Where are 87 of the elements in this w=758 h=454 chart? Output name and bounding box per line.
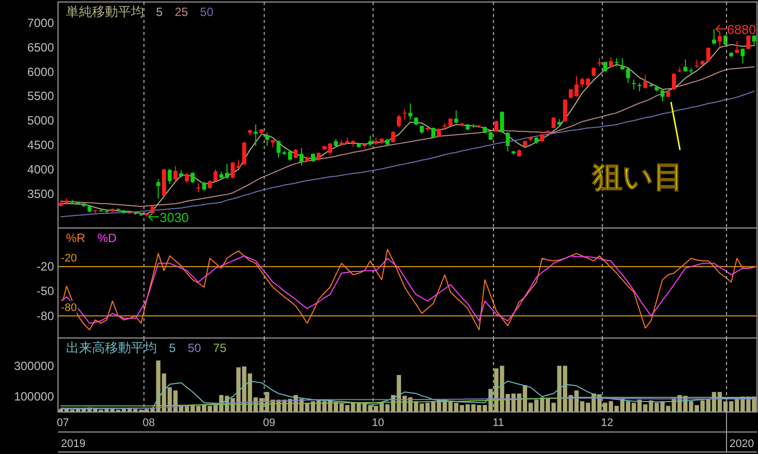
annotation: 狙い目 <box>592 161 684 194</box>
candlestick <box>494 120 498 132</box>
x-tick-label: 12 <box>601 417 614 429</box>
candlestick <box>368 135 372 147</box>
candlestick <box>638 82 642 92</box>
candlestick <box>672 72 676 90</box>
y-tick-label: 3500 <box>27 186 54 201</box>
annotation: 6880 <box>727 22 756 37</box>
y-tick-label: 7000 <box>27 16 54 30</box>
candlestick <box>254 124 258 146</box>
line-series <box>60 380 755 410</box>
candlestick <box>746 34 750 50</box>
line-series <box>60 398 755 409</box>
candlestick <box>300 147 304 166</box>
candlestick <box>202 181 206 192</box>
ref-line-label: -80 <box>61 302 77 314</box>
candlestick <box>242 142 246 166</box>
legend-title: 出来高移動平均 <box>66 340 157 355</box>
ref-line-label: -20 <box>61 252 77 265</box>
y-tick-label: 4000 <box>27 162 54 176</box>
candlestick <box>706 46 710 62</box>
x-tick-label: 10 <box>372 417 384 429</box>
x-tick-label: 09 <box>263 417 276 429</box>
text: 2020 <box>730 438 754 450</box>
x-tick-label: 08 <box>142 417 155 429</box>
y-tick-label: -80 <box>36 308 54 323</box>
candlestick <box>506 132 510 152</box>
candlestick <box>632 79 636 90</box>
candlestick <box>196 182 200 193</box>
candlestick <box>563 98 568 122</box>
candlestick <box>597 58 602 67</box>
candlestick <box>643 74 648 89</box>
candlestick <box>396 114 401 128</box>
candlestick <box>712 28 716 45</box>
candlestick <box>454 110 458 124</box>
y-tick-label: 6000 <box>27 64 54 79</box>
text: 2019 <box>61 438 86 450</box>
candlestick <box>592 66 596 78</box>
y-tick-label: 6500 <box>27 40 54 54</box>
candlestick <box>265 132 270 146</box>
candlestick <box>614 58 619 67</box>
candlestick <box>608 56 613 68</box>
legend-title: 単純移動平均 <box>66 4 144 19</box>
y-tick-label: 4500 <box>27 138 54 152</box>
candlestick <box>500 110 504 134</box>
candlestick <box>752 34 756 47</box>
line-series <box>60 248 755 330</box>
y-tick-label: -20 <box>36 260 54 274</box>
text: 50 <box>200 5 214 19</box>
candlestick <box>173 166 178 182</box>
line-series <box>60 66 755 208</box>
line-series <box>60 396 755 406</box>
text: 50 <box>188 341 202 355</box>
text: 25 <box>174 5 188 19</box>
text: 5 <box>169 341 176 355</box>
candlestick <box>718 32 722 47</box>
candlestick <box>391 130 396 144</box>
candlestick <box>214 168 218 182</box>
text: %R <box>66 231 86 245</box>
x-tick-label: 07 <box>56 417 69 429</box>
candlestick <box>168 168 172 185</box>
line-series <box>60 255 755 324</box>
candlestick <box>156 178 160 200</box>
candlestick <box>431 126 436 139</box>
candlestick <box>276 140 281 158</box>
text: 5 <box>156 5 163 19</box>
text: 75 <box>213 341 227 355</box>
y-tick-label: 5000 <box>27 114 54 128</box>
candlestick <box>184 172 189 184</box>
y-tick-label: 5500 <box>27 89 54 104</box>
candlestick <box>723 34 728 46</box>
y-tick-label: 300000 <box>14 358 54 373</box>
candlestick <box>660 88 664 102</box>
text: %D <box>97 231 118 245</box>
candlestick <box>190 172 195 184</box>
line-series <box>60 44 755 214</box>
candlestick <box>603 61 608 72</box>
candlestick <box>402 108 407 120</box>
candlestick <box>734 40 739 54</box>
y-tick-label: 100000 <box>14 390 54 404</box>
candlestick <box>740 48 745 64</box>
x-tick-label: 11 <box>492 417 504 429</box>
candlestick <box>552 116 556 129</box>
annotation: 3030 <box>160 210 189 225</box>
y-tick-label: -50 <box>36 284 54 298</box>
candlestick <box>294 148 298 160</box>
candlestick <box>694 59 699 68</box>
